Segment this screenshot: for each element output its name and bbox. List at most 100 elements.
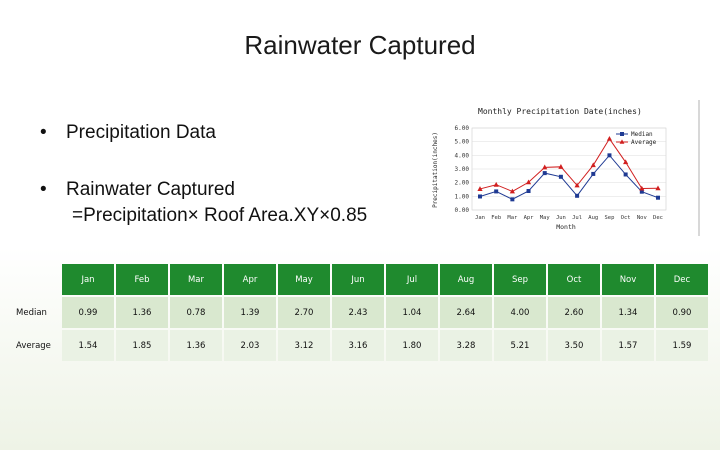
- table-cell: 0.78: [170, 297, 222, 328]
- x-tick-label: Apr: [524, 215, 535, 221]
- data-point-median: [656, 195, 660, 200]
- table-row: Median 0.99 1.36 0.78 1.39 2.70 2.43 1.04 2.64 4.…: [12, 297, 708, 328]
- table-cell: 2.03: [224, 330, 276, 361]
- slide-title: Rainwater Captured: [244, 30, 476, 60]
- table-cell: 5.21: [494, 330, 546, 361]
- column-header-oct: Oct: [548, 264, 600, 295]
- data-point-average: [558, 164, 564, 169]
- data-point-median: [607, 153, 612, 158]
- data-point-average: [655, 185, 661, 191]
- row-header: Median: [16, 307, 47, 318]
- data-point-median: [478, 194, 482, 199]
- data-point-median: [510, 197, 515, 202]
- table-cell: 1.36: [116, 297, 168, 328]
- data-point-median: [575, 193, 580, 198]
- legend-marker: [620, 132, 624, 136]
- data-point-median: [558, 174, 563, 179]
- data-point-average: [574, 182, 580, 188]
- table-cell: 3.16: [332, 330, 384, 361]
- data-point-average: [477, 186, 483, 191]
- data-point-average: [639, 185, 645, 191]
- x-tick-label: Jul: [572, 215, 582, 221]
- data-point-average: [509, 188, 515, 194]
- bullet-rainwater-formula: • Rainwater Captured =Precipitation× Roof…: [40, 177, 367, 229]
- precipitation-chart: Monthly Precipitation Date(inches) Preci…: [428, 100, 700, 236]
- y-tick-label: 6.00: [455, 125, 470, 132]
- chart-svg: Monthly Precipitation Date(inches) Preci…: [432, 107, 667, 231]
- data-point-median: [494, 189, 499, 194]
- chart-x-axis-label: Month: [556, 223, 576, 231]
- table-cell: 3.50: [548, 330, 600, 361]
- series-line-average: [479, 137, 659, 192]
- legend-marker: [619, 139, 625, 144]
- column-header-feb: Feb: [116, 264, 168, 295]
- column-header-jan: Jan: [62, 264, 114, 295]
- column-header-may: May: [278, 264, 330, 295]
- table-cell: 2.43: [332, 297, 384, 328]
- table-cell: 0.90: [656, 297, 708, 328]
- table-cell: 0.99: [62, 297, 114, 328]
- precipitation-table: Jan Feb Mar Apr May Jun Jul Aug Sep Oct Nov Dec Med…: [10, 262, 710, 363]
- table-cell: 1.34: [602, 297, 654, 328]
- y-tick-label: 4.00: [455, 152, 470, 159]
- data-point-median: [542, 171, 547, 176]
- table-cell: 1.85: [116, 330, 168, 361]
- x-tick-label: Feb: [491, 215, 501, 221]
- column-header-jul: Jul: [386, 264, 438, 295]
- table-cell: 3.12: [278, 330, 330, 361]
- table-cell: 4.00: [494, 297, 546, 328]
- y-tick-label: 1.00: [455, 193, 470, 200]
- table-cell: 1.80: [386, 330, 438, 361]
- x-tick-label: Jun: [556, 215, 566, 221]
- data-point-median: [591, 171, 596, 176]
- row-header: Average: [16, 340, 51, 351]
- column-header-aug: Aug: [440, 264, 492, 295]
- table-header-row: Jan Feb Mar Apr May Jun Jul Aug Sep Oct Nov Dec: [12, 264, 708, 295]
- y-tick-label: 2.00: [455, 180, 470, 187]
- data-point-average: [623, 159, 629, 165]
- table-row: Average 1.54 1.85 1.36 2.03 3.12 3.16 1.80 3.28 5…: [12, 330, 708, 361]
- table-cell: 1.36: [170, 330, 222, 361]
- data-point-average: [542, 164, 548, 170]
- table-cell: 1.59: [656, 330, 708, 361]
- column-header-jun: Jun: [332, 264, 384, 295]
- table-cell: 1.04: [386, 297, 438, 328]
- x-tick-label: Mar: [507, 215, 518, 221]
- chart-title: Monthly Precipitation Date(inches): [478, 107, 642, 116]
- legend-label: Median: [631, 131, 653, 138]
- table-cell: 2.64: [440, 297, 492, 328]
- data-point-average: [606, 135, 613, 141]
- x-tick-label: Dec: [653, 215, 663, 221]
- series-line-median: [479, 154, 659, 200]
- column-header-mar: Mar: [170, 264, 222, 295]
- column-header-apr: Apr: [224, 264, 276, 295]
- legend-label: Average: [631, 139, 657, 146]
- data-point-median: [639, 189, 644, 194]
- y-tick-label: 0.00: [455, 207, 470, 214]
- column-header-sep: Sep: [494, 264, 546, 295]
- x-tick-label: Aug: [588, 215, 598, 221]
- data-point-median: [623, 172, 628, 177]
- chart-y-axis-label: Precipitation(inches): [432, 132, 439, 208]
- table-cell: 1.57: [602, 330, 654, 361]
- bullet-marker: •: [40, 122, 47, 143]
- table-cell: 1.54: [62, 330, 114, 361]
- data-point-average: [525, 179, 532, 185]
- table-cell: 1.39: [224, 297, 276, 328]
- table-cell: 2.70: [278, 297, 330, 328]
- x-tick-label: Nov: [637, 215, 648, 221]
- x-tick-label: Jan: [475, 215, 485, 221]
- x-tick-label: Sep: [604, 215, 614, 221]
- table-cell: 3.28: [440, 330, 492, 361]
- bullet-precipitation-data: • Precipitation Data: [40, 120, 216, 146]
- x-tick-label: May: [540, 215, 551, 221]
- y-tick-label: 3.00: [455, 166, 470, 173]
- bullet-marker: •: [40, 179, 47, 200]
- data-point-average: [493, 181, 499, 187]
- data-point-median: [526, 189, 531, 194]
- column-header-nov: Nov: [602, 264, 654, 295]
- table-corner: [12, 264, 60, 295]
- bullet-text: Precipitation Data: [66, 122, 216, 143]
- column-header-dec: Dec: [656, 264, 708, 295]
- bullet-text: Rainwater Captured: [66, 179, 235, 200]
